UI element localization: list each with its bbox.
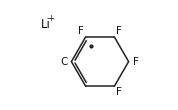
Text: F: F xyxy=(78,26,84,36)
Text: F: F xyxy=(116,87,122,97)
Text: C: C xyxy=(61,57,68,67)
Text: +: + xyxy=(47,14,54,23)
Text: F: F xyxy=(133,57,139,67)
Text: F: F xyxy=(116,26,122,36)
Text: Li: Li xyxy=(41,18,51,31)
